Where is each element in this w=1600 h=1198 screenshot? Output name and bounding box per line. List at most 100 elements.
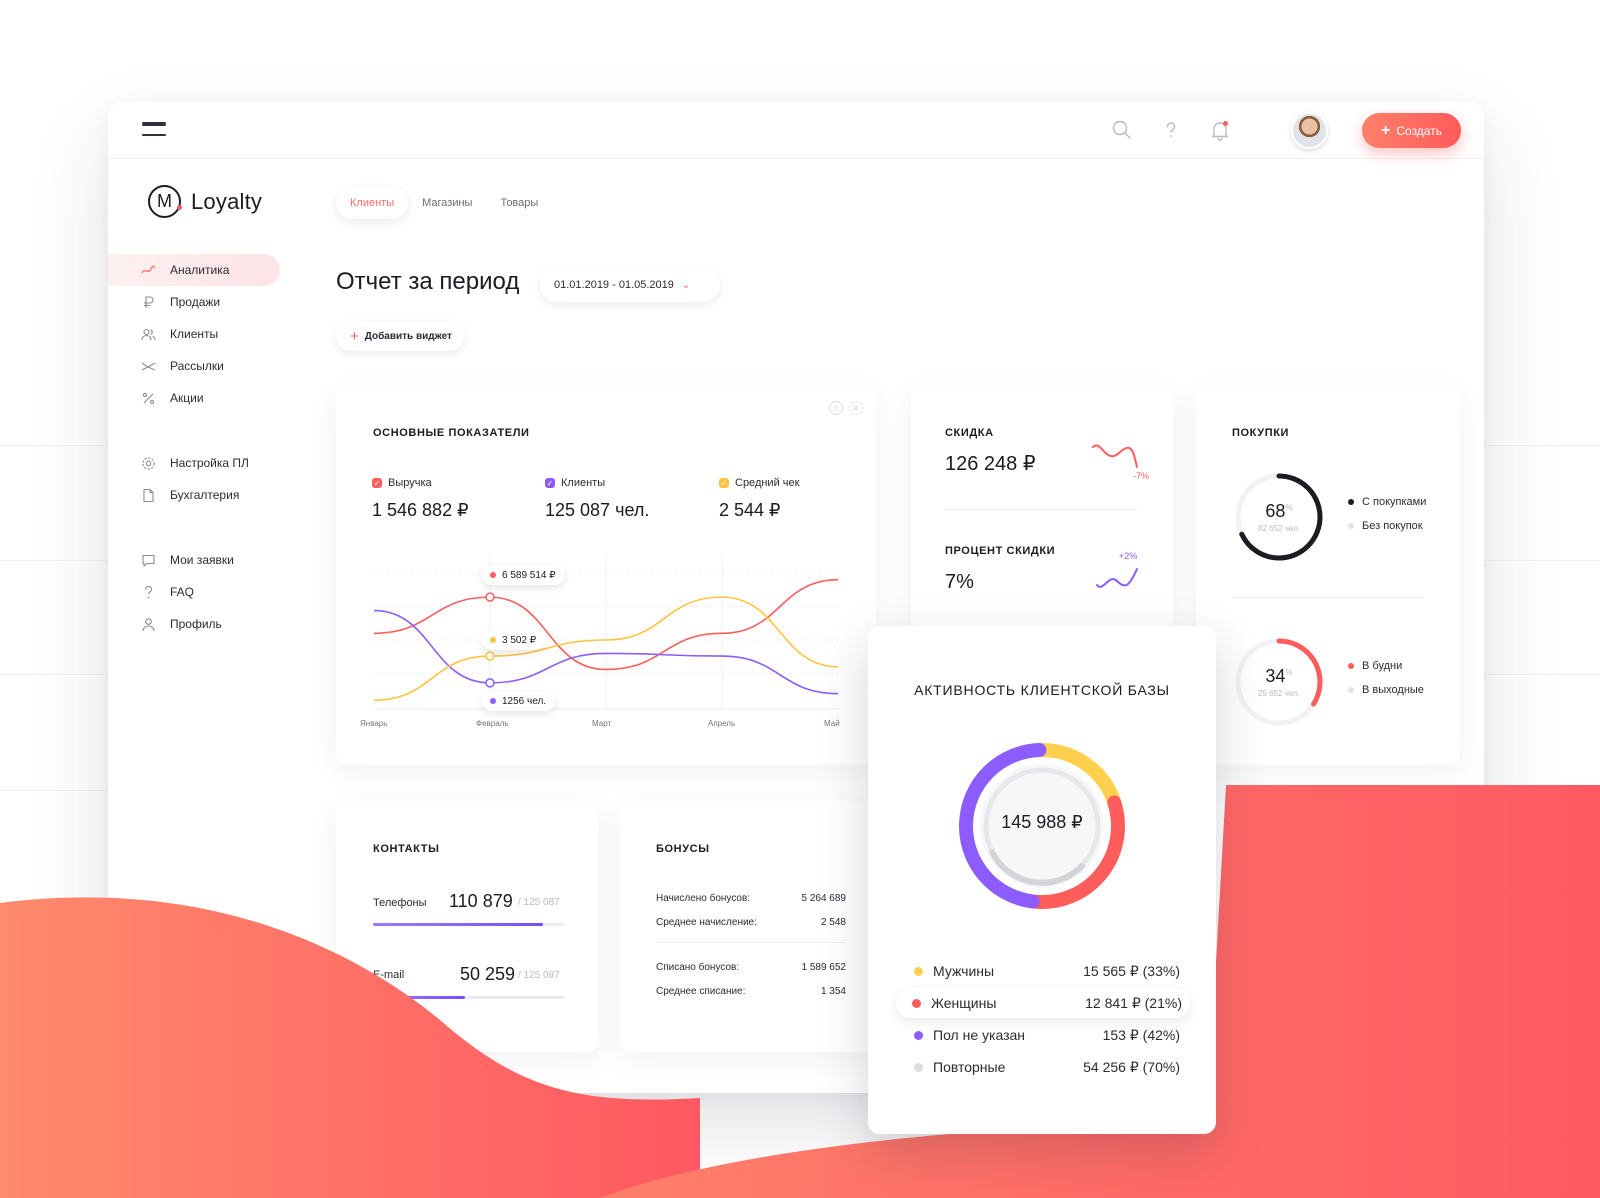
info-icon[interactable]: ! (829, 401, 843, 415)
contacts-card: Контакты Телефоны 110 879 / 125 087 E-ma… (336, 801, 598, 1052)
mailing-icon (141, 362, 156, 371)
tooltip-revenue-text: 6 589 514 ₽ (502, 569, 556, 581)
sidebar-item-clients[interactable]: Клиенты (108, 318, 280, 350)
activity-total-value: 145 988 ₽ (1001, 812, 1083, 832)
top-bar: + Создать (108, 102, 1484, 159)
divider (945, 509, 1139, 510)
tab-stores[interactable]: Магазины (422, 197, 473, 209)
sidebar-item-promotions[interactable]: Акции (108, 382, 280, 414)
activity-row-value: 153 ₽ (42%) (1102, 1026, 1180, 1043)
grey-dot-icon (1348, 523, 1354, 529)
activity-title: Активность клиентской базы (914, 682, 1170, 698)
x-tick-label: Апрель (708, 719, 736, 728)
bell-icon[interactable] (1208, 118, 1232, 142)
plus-icon: + (1381, 121, 1391, 139)
divider (1232, 597, 1424, 598)
weekday-ring-value: 34% (1232, 666, 1326, 687)
discount-percent-value: 7% (945, 571, 974, 593)
legend-clients[interactable]: ✓ Клиенты (545, 477, 605, 489)
sidebar-item-mailings[interactable]: Рассылки (108, 350, 280, 382)
svg-text:!: ! (834, 404, 837, 413)
bonus-value: 5 264 689 (801, 893, 847, 904)
activity-row-label: Женщины (931, 995, 997, 1011)
ten-purchases-card: 10+ покупок 1 556 чел. +31% (1196, 935, 1460, 1045)
add-widget-label: Добавить виджет (364, 330, 452, 342)
sidebar-item-label: Бухгалтерия (170, 488, 240, 502)
series-line-Выручка (373, 578, 839, 671)
clients-value: 125 087 чел. (545, 500, 650, 520)
bonus-row: Списано бонусов: 1 589 652 (656, 962, 846, 973)
legend-label: Без покупок (1362, 520, 1423, 532)
chat-icon (142, 554, 155, 567)
tab-products[interactable]: Товары (500, 197, 539, 209)
gear-icon[interactable] (849, 401, 863, 415)
add-widget-button[interactable]: + Добавить виджет (336, 321, 464, 351)
purchases-ring-value: 68% (1232, 501, 1326, 522)
sidebar-item-profile[interactable]: Профиль (108, 608, 280, 640)
ring-arc (1235, 638, 1323, 726)
sidebar-item-settings[interactable]: Настройка ПЛ (108, 447, 280, 479)
user-avatar[interactable] (1291, 112, 1328, 149)
legend-avg-check[interactable]: ✓ Средний чек (719, 477, 799, 489)
legend-label: Выручка (388, 477, 432, 489)
one-purchase-title: 1 покупка (1230, 841, 1298, 853)
ten-purchases-title: 10+ покупок (1230, 975, 1312, 987)
weekday-ring-sub: 25 652 чел. (1258, 689, 1300, 698)
legend-label: Средний чек (735, 477, 800, 489)
activity-row-value: 12 841 ₽ (21%) (1085, 994, 1182, 1011)
legend-label: В будни (1362, 660, 1403, 672)
phones-label: Телефоны (373, 897, 427, 909)
sidebar-item-faq[interactable]: FAQ (108, 576, 280, 608)
activity-row-highlighted[interactable]: Женщины 12 841 ₽ (21%) (896, 988, 1190, 1018)
sidebar-item-label: FAQ (170, 585, 195, 599)
create-button[interactable]: + Создать (1362, 113, 1461, 148)
sidebar-item-label: Акции (170, 391, 204, 405)
activity-row[interactable]: Пол не указан 153 ₽ (42%) (898, 1020, 1188, 1050)
phones-total: / 125 087 (518, 897, 560, 908)
series-line-Клиенты (373, 609, 839, 695)
bonuses-title: Бонусы (656, 843, 710, 855)
help-icon[interactable] (1159, 118, 1183, 142)
bonuses-card: Бонусы Начислено бонусов: 5 264 689 Средн… (620, 801, 878, 1052)
main-metrics-title: Основные показатели (373, 427, 530, 439)
highlight-point (485, 678, 495, 688)
email-bar (373, 996, 565, 999)
avg-check-value: 2 544 ₽ (719, 500, 781, 520)
bonus-value: 1 354 (820, 986, 846, 997)
activity-row-value: 15 565 ₽ (33%) (1083, 962, 1180, 979)
activity-row[interactable]: Повторные 54 256 ₽ (70%) (898, 1052, 1188, 1082)
legend-with-purchases: С покупками (1348, 496, 1426, 508)
profile-icon (142, 617, 155, 631)
legend-label: С покупками (1362, 496, 1427, 508)
revenue-dot-icon (490, 572, 496, 578)
sidebar-item-requests[interactable]: Мои заявки (108, 544, 280, 576)
bonus-row: Среднее начисление: 2 548 (656, 917, 846, 928)
ring-unit: % (1285, 503, 1293, 512)
tab-clients[interactable]: Клиенты (336, 187, 409, 219)
ring-value-text: 34 (1265, 666, 1286, 686)
clients-dot-icon (490, 698, 496, 704)
sidebar-item-accounting[interactable]: Бухгалтерия (108, 479, 280, 511)
legend-revenue[interactable]: ✓ Выручка (372, 477, 432, 489)
purchases-title: Покупки (1232, 427, 1290, 439)
discount-percent-trend-icon (1096, 568, 1138, 588)
email-label: E-mail (373, 969, 405, 981)
menu-icon[interactable] (142, 122, 166, 138)
activity-row[interactable]: Мужчины 15 565 ₽ (33%) (898, 956, 1188, 986)
logo-mark: M (148, 185, 182, 218)
create-button-label: Создать (1396, 123, 1442, 138)
sidebar-item-sales[interactable]: Продажи (108, 286, 280, 318)
chevron-down-icon: ⌄ (681, 279, 691, 291)
activity-row-label: Повторные (933, 1059, 1006, 1075)
yellow-dot-icon (914, 966, 923, 976)
gear-icon (142, 456, 155, 470)
purchases-ring (1235, 473, 1323, 561)
document-icon (143, 488, 154, 502)
search-icon[interactable] (1110, 118, 1134, 142)
bonus-label: Среднее начисление: (656, 917, 757, 928)
sidebar-item-analytics[interactable]: Аналитика (108, 254, 280, 286)
activity-card: Активность клиентской базы 145 988 ₽ Муж… (868, 626, 1216, 1134)
activity-row-label: Мужчины (933, 963, 995, 979)
period-selector[interactable]: 01.01.2019 - 01.05.2019 ⌄ (540, 268, 720, 302)
brand-logo[interactable]: M Loyalty (148, 185, 262, 218)
